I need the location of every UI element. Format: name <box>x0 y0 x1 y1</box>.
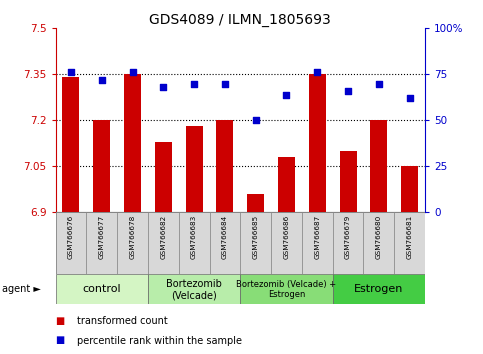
Bar <box>62 78 79 212</box>
Bar <box>302 212 333 274</box>
Point <box>313 70 321 75</box>
Bar <box>240 274 333 304</box>
Bar <box>210 212 240 274</box>
Text: GSM766678: GSM766678 <box>129 214 136 258</box>
Point <box>128 70 136 75</box>
Bar <box>278 157 295 212</box>
Text: ■: ■ <box>56 316 65 326</box>
Bar <box>155 142 172 212</box>
Text: agent ►: agent ► <box>2 284 41 295</box>
Text: GSM766682: GSM766682 <box>160 214 166 258</box>
Bar <box>56 274 148 304</box>
Text: Estrogen: Estrogen <box>354 284 403 295</box>
Bar <box>148 212 179 274</box>
Text: transformed count: transformed count <box>77 316 168 326</box>
Text: GSM766679: GSM766679 <box>345 214 351 258</box>
Text: GSM766681: GSM766681 <box>407 214 412 258</box>
Bar <box>216 120 233 212</box>
Bar <box>93 120 110 212</box>
Point <box>67 70 75 75</box>
Text: GSM766685: GSM766685 <box>253 214 259 258</box>
Point <box>375 81 383 86</box>
Point <box>406 96 413 101</box>
Bar <box>185 126 202 212</box>
Bar <box>240 212 271 274</box>
Text: GSM766683: GSM766683 <box>191 214 197 258</box>
Bar <box>394 212 425 274</box>
Text: GSM766677: GSM766677 <box>99 214 105 258</box>
Text: control: control <box>83 284 121 295</box>
Bar <box>340 151 356 212</box>
Text: GSM766680: GSM766680 <box>376 214 382 258</box>
Text: GSM766676: GSM766676 <box>68 214 74 258</box>
Bar <box>117 212 148 274</box>
Text: ■: ■ <box>56 335 65 345</box>
Bar <box>401 166 418 212</box>
Bar <box>333 212 364 274</box>
Text: percentile rank within the sample: percentile rank within the sample <box>77 336 242 346</box>
Bar <box>364 212 394 274</box>
Bar <box>333 274 425 304</box>
Title: GDS4089 / ILMN_1805693: GDS4089 / ILMN_1805693 <box>149 13 331 27</box>
Point <box>221 81 229 86</box>
Point <box>283 92 290 97</box>
Point <box>252 118 259 123</box>
Bar <box>179 212 210 274</box>
Bar <box>124 74 141 212</box>
Bar <box>271 212 302 274</box>
Text: Bortezomib (Velcade) +
Estrogen: Bortezomib (Velcade) + Estrogen <box>236 280 337 299</box>
Bar <box>309 74 326 212</box>
Bar <box>370 120 387 212</box>
Point <box>344 88 352 94</box>
Bar <box>56 212 86 274</box>
Text: GSM766687: GSM766687 <box>314 214 320 258</box>
Text: Bortezomib
(Velcade): Bortezomib (Velcade) <box>166 279 222 300</box>
Text: GSM766686: GSM766686 <box>284 214 289 258</box>
Point <box>190 81 198 86</box>
Bar <box>86 212 117 274</box>
Text: GSM766684: GSM766684 <box>222 214 228 258</box>
Bar <box>247 194 264 212</box>
Point <box>159 84 167 90</box>
Bar <box>148 274 241 304</box>
Point <box>98 77 106 83</box>
